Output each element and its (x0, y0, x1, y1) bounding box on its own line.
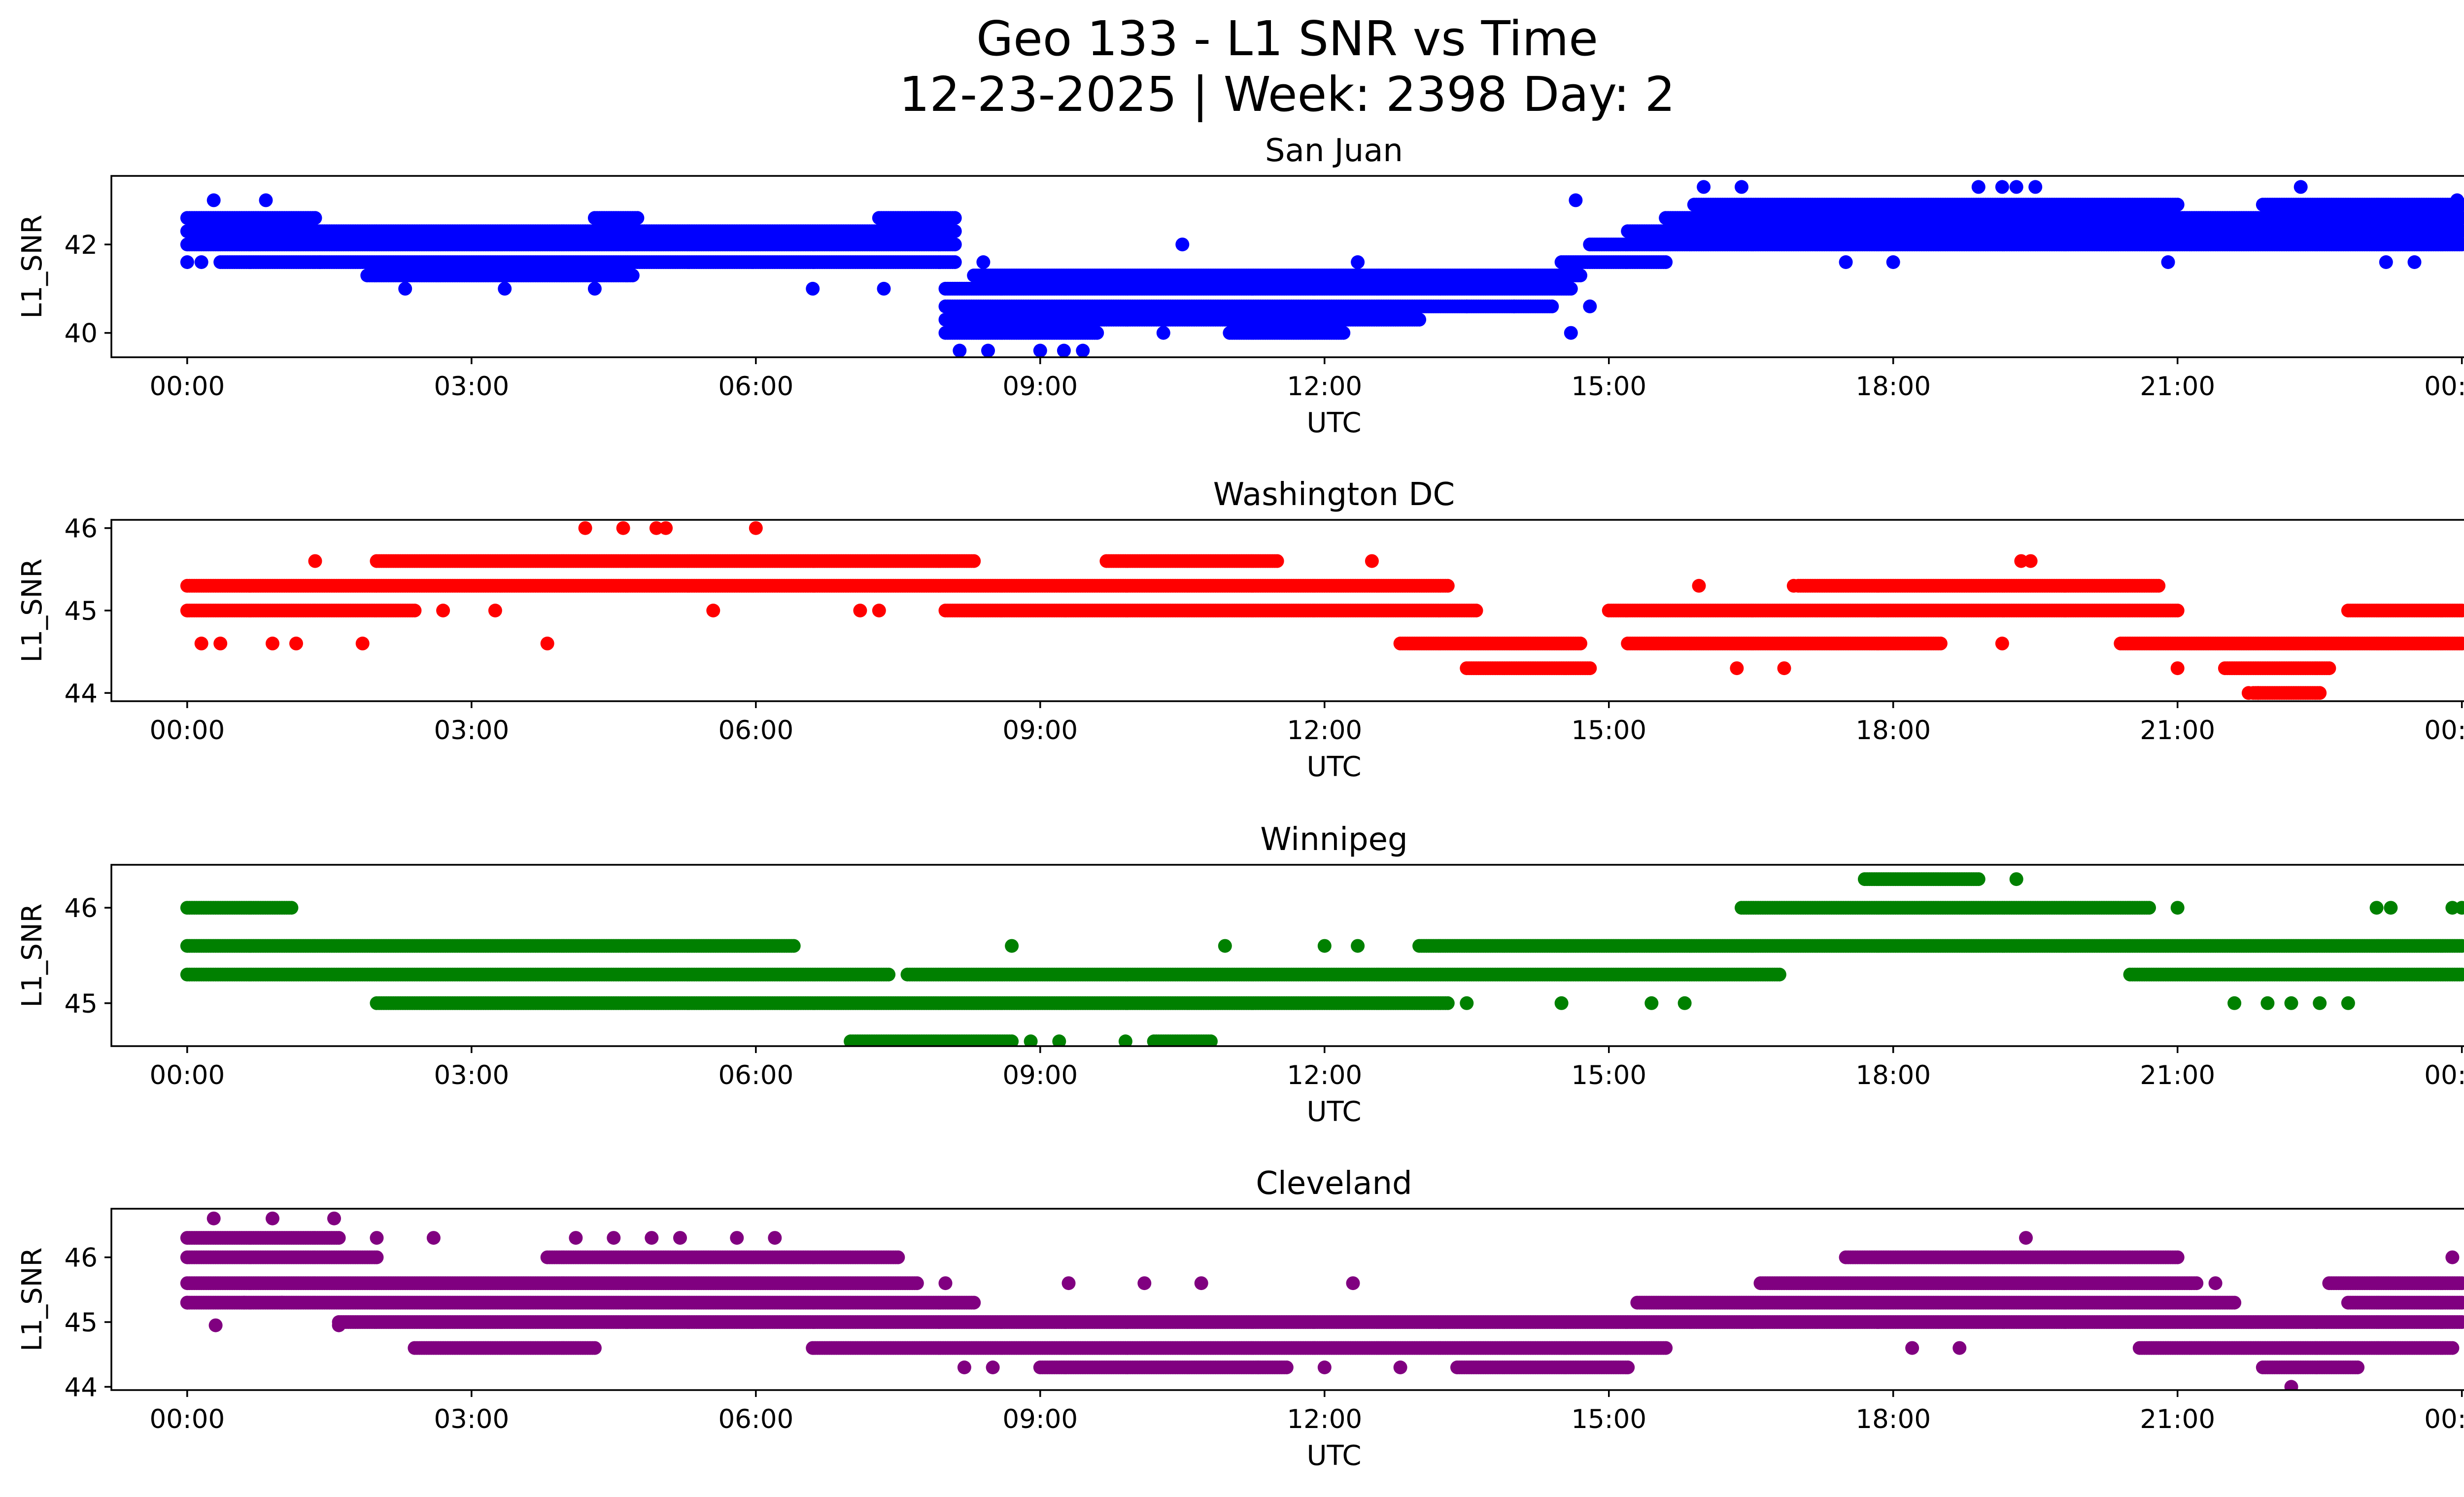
data-point (948, 224, 962, 238)
y-tick-label: 42 (65, 230, 98, 260)
data-point (1033, 344, 1047, 358)
panel-title: San Juan (1265, 133, 1403, 169)
x-tick-label: 18:00 (1855, 372, 1931, 402)
x-tick-label: 00:00 (149, 372, 225, 402)
data-point (1270, 554, 1284, 568)
data-point (2408, 255, 2422, 269)
data-point (1574, 269, 1587, 282)
data-point (2010, 180, 2023, 194)
panel-title: Washington DC (1213, 476, 1455, 513)
data-point (1175, 238, 1189, 251)
scatter-series (180, 180, 2464, 357)
data-point (313, 255, 327, 269)
data-point (967, 554, 981, 568)
data-point (1057, 344, 1071, 358)
chart-panels: San Juan 00:00 03:00 06:00 09:00 12:00 15:00 18… (16, 133, 2464, 1472)
data-point (308, 211, 322, 225)
data-point (806, 282, 820, 296)
data-point (180, 255, 194, 269)
data-point (1507, 300, 1521, 313)
data-point (498, 282, 512, 296)
data-point (1545, 300, 1559, 313)
data-point (948, 255, 962, 269)
data-point (1697, 180, 1711, 194)
y-axis-label: L1_SNR (16, 214, 48, 318)
data-point (953, 344, 966, 358)
data-point (1412, 313, 1426, 327)
data-point (948, 238, 962, 251)
data-point (1460, 300, 1473, 313)
data-point (877, 282, 891, 296)
data-point (2294, 180, 2308, 194)
x-tick-label: 06:00 (718, 372, 793, 402)
data-point (1995, 180, 2009, 194)
data-point (1569, 193, 1582, 207)
x-tick-label: 21:00 (2140, 372, 2215, 402)
data-point (981, 344, 995, 358)
data-point (1886, 255, 1900, 269)
data-point (588, 282, 602, 296)
data-point (1564, 326, 1578, 340)
data-point (630, 211, 644, 225)
data-point (1583, 300, 1597, 313)
data-point (1336, 326, 1350, 340)
data-point (1972, 180, 1985, 194)
data-point (1351, 255, 1365, 269)
data-point (2152, 579, 2165, 593)
x-tick-label: 12:00 (1287, 372, 1362, 402)
data-point (2028, 180, 2042, 194)
data-point (1564, 282, 1578, 296)
chart-title: Geo 133 - L1 SNR vs Time (976, 11, 1598, 67)
data-point (626, 269, 640, 282)
data-point (2450, 193, 2464, 207)
x-axis-label: UTC (1306, 407, 1361, 439)
data-point (1157, 326, 1170, 340)
data-point (1441, 579, 1455, 593)
data-point (398, 282, 412, 296)
data-point (408, 604, 421, 617)
scatter-series (180, 521, 2464, 700)
data-point (948, 211, 962, 225)
x-tick-label: 00:00 (2424, 372, 2464, 402)
data-point (1090, 326, 1104, 340)
panel-san-juan: San Juan 00:00 03:00 06:00 09:00 12:00 15:00 18… (16, 133, 2464, 439)
data-point (2379, 255, 2393, 269)
data-point (207, 193, 221, 207)
x-tick-label: 09:00 (1002, 372, 1078, 402)
x-tick-label: 15:00 (1571, 372, 1646, 402)
y-tick-label: 40 (65, 319, 98, 349)
data-point (2161, 255, 2175, 269)
chart-subtitle: 12-23-2025 | Week: 2398 Day: 2 (899, 67, 1676, 123)
data-point (1076, 344, 1090, 358)
data-point (976, 255, 990, 269)
x-tick-label: 03:00 (434, 372, 509, 402)
data-point (195, 255, 208, 269)
data-point (1839, 255, 1853, 269)
data-point (1735, 180, 1748, 194)
data-point (2171, 198, 2185, 211)
data-point (1659, 255, 1673, 269)
data-point (259, 193, 273, 207)
